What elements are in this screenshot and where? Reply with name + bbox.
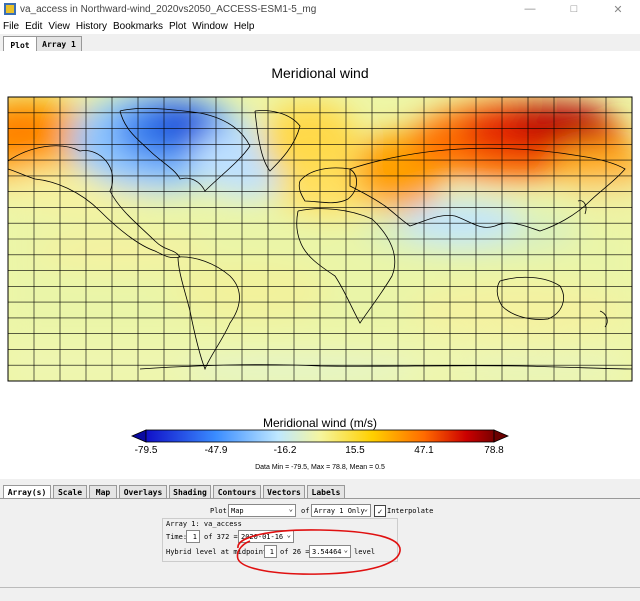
colorbar-high-arrow xyxy=(493,429,510,443)
chevron-down-icon: ⌄ xyxy=(363,505,368,513)
of-label: of xyxy=(301,507,310,515)
plot-title: Meridional wind xyxy=(271,65,369,81)
menu-history[interactable]: History xyxy=(75,20,107,32)
chevron-down-icon: ⌄ xyxy=(343,546,348,554)
control-panel: Array(s) Scale Map Overlays Shading Cont… xyxy=(0,479,640,600)
level-unit-label: level xyxy=(354,548,376,556)
tab-labels[interactable]: Labels xyxy=(307,485,345,498)
level-value-select[interactable]: 3.54464 ⌄ xyxy=(309,545,351,558)
maximize-icon[interactable]: □ xyxy=(570,3,578,15)
colorbar-low-arrow xyxy=(130,429,147,443)
menu-view[interactable]: View xyxy=(48,20,70,32)
tab-vectors[interactable]: Vectors xyxy=(263,485,305,498)
menu-plot[interactable]: Plot xyxy=(169,20,187,32)
array-label: Array 1: va_access xyxy=(166,520,242,528)
color-bar xyxy=(130,429,510,443)
tab-array-1[interactable]: Array 1 xyxy=(36,36,82,52)
interpolate-checkbox[interactable]: ✓ xyxy=(374,505,386,517)
chevron-down-icon: ⌄ xyxy=(286,531,291,539)
level-of-label: of 26 = xyxy=(280,548,310,556)
control-tab-bar: Array(s) Scale Map Overlays Shading Cont… xyxy=(0,485,640,499)
app-icon xyxy=(4,3,16,15)
plot-type-label: Plot xyxy=(210,507,227,515)
array-select[interactable]: Array 1 Only ⌄ xyxy=(311,504,371,517)
level-index-field[interactable]: 1 xyxy=(264,545,277,558)
menu-bar: File Edit View History Bookmarks Plot Wi… xyxy=(0,18,640,34)
colorbar-tick: -79.5 xyxy=(134,445,158,456)
window-title: va_access in Northward-wind_2020vs2050_A… xyxy=(20,3,317,15)
time-index-field[interactable]: 1 xyxy=(186,530,200,543)
wind-field xyxy=(8,97,632,381)
lat-lon-grid xyxy=(8,97,632,381)
menu-edit[interactable]: Edit xyxy=(25,20,43,32)
colorbar-tick: 78.8 xyxy=(484,445,504,456)
menu-file[interactable]: File xyxy=(3,20,20,32)
menu-window[interactable]: Window xyxy=(192,20,228,32)
colorbar-tick: 47.1 xyxy=(414,445,434,456)
plot-panel: Meridional wind xyxy=(0,51,640,479)
array-select-value: Array 1 Only xyxy=(314,506,365,515)
menu-help[interactable]: Help xyxy=(233,20,255,32)
tab-map[interactable]: Map xyxy=(89,485,117,498)
minimize-icon[interactable]: — xyxy=(524,3,536,15)
check-icon: ✓ xyxy=(377,506,383,516)
title-bar: va_access in Northward-wind_2020vs2050_A… xyxy=(0,0,640,18)
level-index-value: 1 xyxy=(269,547,274,556)
chevron-down-icon: ⌄ xyxy=(288,505,293,513)
top-tab-bar: Plot Array 1 xyxy=(0,34,640,53)
tab-arrays[interactable]: Array(s) xyxy=(3,485,51,498)
time-value-select[interactable]: 2020-01-16 ⌄ xyxy=(238,530,294,543)
plot-type-select[interactable]: Map ⌄ xyxy=(228,504,296,517)
tab-shading[interactable]: Shading xyxy=(169,485,211,498)
interpolate-label: Interpolate xyxy=(387,507,434,515)
colorbar-tick: -16.2 xyxy=(273,445,297,456)
status-bar xyxy=(0,587,640,601)
time-of-label: of 372 = xyxy=(204,533,238,541)
plot-type-value: Map xyxy=(231,506,244,515)
colorbar-tick: 15.5 xyxy=(345,445,365,456)
tab-contours[interactable]: Contours xyxy=(213,485,261,498)
level-label: Hybrid level at midpoints: xyxy=(166,548,276,556)
map-frame xyxy=(7,96,633,382)
time-value: 2020-01-16 xyxy=(241,532,284,541)
menu-bookmarks[interactable]: Bookmarks xyxy=(112,20,163,32)
time-label: Time: xyxy=(166,533,188,541)
close-icon[interactable]: ✕ xyxy=(613,3,623,16)
colorbar-title: Meridional wind (m/s) xyxy=(262,416,378,430)
colorbar-tick: -47.9 xyxy=(204,445,228,456)
colorbar-gradient xyxy=(145,429,495,443)
wind-map xyxy=(7,96,633,443)
tab-scale[interactable]: Scale xyxy=(53,485,87,498)
level-value: 3.54464 xyxy=(312,547,342,556)
data-stats: Data Min = -79.5, Max = 78.8, Mean = 0.5 xyxy=(255,464,385,471)
tab-overlays[interactable]: Overlays xyxy=(119,485,167,498)
time-index-value: 1 xyxy=(192,532,197,541)
